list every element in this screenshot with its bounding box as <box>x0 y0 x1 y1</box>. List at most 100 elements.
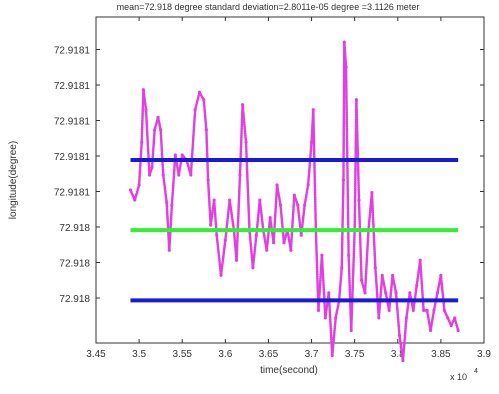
data-point-trace <box>346 177 349 181</box>
plot-area <box>95 16 485 344</box>
data-point-trace <box>346 214 350 217</box>
data-point-trace <box>345 112 348 116</box>
data-point-trace <box>346 194 350 197</box>
data-point-trace <box>342 114 346 117</box>
data-point-trace <box>140 137 144 141</box>
data-point-trace <box>141 113 144 117</box>
data-point-trace <box>345 147 349 150</box>
data-point-trace <box>354 174 357 178</box>
data-point-trace <box>353 181 357 185</box>
data-point-trace <box>342 176 345 180</box>
data-point-trace <box>342 130 346 133</box>
data-point-trace <box>342 94 346 98</box>
data-point-trace <box>141 101 145 104</box>
data-point-trace <box>346 206 350 210</box>
data-point-trace <box>347 250 350 253</box>
data-point-trace <box>345 129 349 132</box>
data-point-trace <box>346 174 349 177</box>
data-point-trace <box>345 123 349 127</box>
data-point-trace <box>346 188 350 192</box>
data-point-trace <box>342 71 346 74</box>
data-point-trace <box>342 146 345 150</box>
data-point-trace <box>141 121 144 124</box>
data-point-trace <box>141 119 144 122</box>
data-point-trace <box>353 216 357 219</box>
data-point-trace <box>342 167 345 171</box>
data-point-trace <box>346 215 350 219</box>
data-point-trace <box>342 169 345 173</box>
data-point-trace <box>342 90 346 94</box>
data-point-trace <box>354 172 357 176</box>
series-points <box>128 40 460 363</box>
data-point-trace <box>353 210 357 214</box>
y-tick-label: 72.9181 <box>54 152 91 163</box>
data-point-trace <box>347 241 350 244</box>
data-point-trace <box>353 212 357 216</box>
data-point-trace <box>342 153 345 157</box>
data-point-trace <box>342 78 346 81</box>
x-tick-label: 3.9 <box>477 349 491 360</box>
x-axis-exponent-power: 4 <box>474 368 478 375</box>
data-point-trace <box>353 189 357 192</box>
data-point-trace <box>353 198 357 201</box>
data-point-trace <box>345 114 349 118</box>
x-tick-label: 3.8 <box>391 349 405 360</box>
data-point-trace <box>345 85 348 89</box>
data-point-trace <box>342 99 346 103</box>
data-point-trace <box>345 116 349 120</box>
data-point-trace <box>353 194 357 198</box>
data-point-trace <box>342 105 346 108</box>
data-point-trace <box>347 243 350 246</box>
data-point-trace <box>353 223 357 227</box>
data-point-trace <box>141 106 145 110</box>
data-point-trace <box>140 124 144 128</box>
data-point-trace <box>342 74 346 78</box>
data-point-trace <box>342 135 346 139</box>
data-point-trace <box>345 92 348 96</box>
x-tick-label: 3.7 <box>305 349 319 360</box>
data-point-trace <box>342 139 346 142</box>
data-point-trace <box>345 141 349 145</box>
data-point-trace <box>141 110 145 113</box>
data-point-trace <box>345 150 349 154</box>
data-point-trace <box>346 208 350 212</box>
data-point-trace <box>346 181 349 185</box>
data-point-trace <box>344 69 348 73</box>
data-point-trace <box>346 179 349 183</box>
data-point-trace <box>347 244 350 248</box>
x-tick-label: 3.55 <box>172 349 192 360</box>
data-point-trace <box>346 224 350 228</box>
data-point-trace <box>342 119 346 123</box>
data-point-trace <box>140 133 144 137</box>
data-point-trace <box>344 73 348 76</box>
data-point-trace <box>353 217 357 221</box>
data-point-trace <box>342 151 345 155</box>
data-point-trace <box>346 165 349 168</box>
data-point-trace <box>354 163 357 167</box>
x-tick-label: 3.75 <box>345 349 365 360</box>
data-point-trace <box>345 139 349 143</box>
data-point-trace <box>353 185 357 188</box>
data-point-trace <box>141 104 145 108</box>
reference-lines <box>130 157 459 303</box>
data-point-trace <box>140 128 144 131</box>
y-tick-label: 72.918 <box>59 294 90 305</box>
data-point-trace <box>342 141 345 144</box>
data-point-trace <box>344 78 348 82</box>
data-point-trace <box>342 128 346 132</box>
data-point-trace <box>346 196 350 199</box>
data-point-trace <box>141 102 145 106</box>
data-point-trace <box>345 149 349 152</box>
data-point-trace <box>342 73 346 76</box>
data-point-trace <box>345 96 348 100</box>
data-point-trace <box>353 219 357 223</box>
data-point-trace <box>353 221 357 225</box>
data-point-trace <box>342 83 346 87</box>
data-point-trace <box>345 103 348 107</box>
data-point-trace <box>342 110 346 114</box>
data-point-trace <box>353 196 357 199</box>
data-point-trace <box>140 135 144 139</box>
data-point-trace <box>344 82 348 85</box>
data-point-trace <box>354 170 357 174</box>
data-point-trace <box>353 207 357 210</box>
